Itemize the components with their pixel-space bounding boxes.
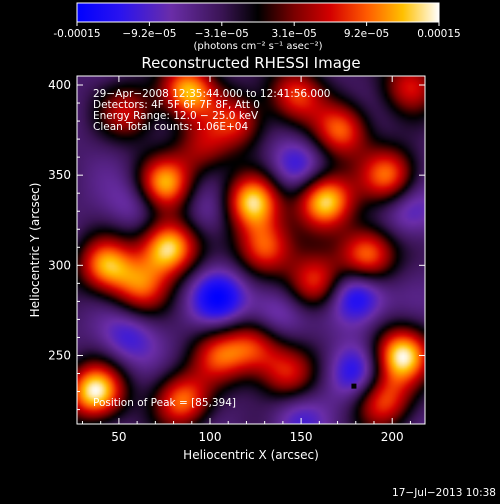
colorbar-ticks: -0.00015 −9.2e−05 −3.1e−05 3.1e−05 9.2e−05 0.… bbox=[53, 22, 461, 40]
plot-frame bbox=[76, 75, 426, 425]
y-tick-label: 250 bbox=[48, 348, 71, 362]
colorbar-tick-label: -0.00015 bbox=[53, 28, 100, 40]
x-axis-ticks: 50 100 150 200 bbox=[81, 76, 411, 444]
colorbar-tick-label: 0.00015 bbox=[417, 28, 460, 40]
chart-title: Reconstructed RHESSI Image bbox=[141, 54, 360, 72]
colorbar: -0.00015 −9.2e−05 −3.1e−05 3.1e−05 9.2e−05 0.… bbox=[53, 2, 461, 52]
annotation-detectors: Detectors: 4F 5F 6F 7F 8F, Att 0 bbox=[93, 99, 260, 111]
observation-annotations: 29−Apr−2008 12:35:44.000 to 12:41:56.000… bbox=[93, 88, 330, 133]
colorbar-tick-label: −3.1e−05 bbox=[195, 28, 249, 40]
heatmap-raster bbox=[77, 76, 425, 424]
colorbar-tick-label: −9.2e−05 bbox=[122, 28, 176, 40]
x-tick-label: 200 bbox=[381, 430, 404, 444]
x-tick-label: 50 bbox=[111, 430, 126, 444]
x-tick-label: 100 bbox=[199, 430, 222, 444]
annotation-energy-range: Energy Range: 12.0 − 25.0 keV bbox=[93, 110, 259, 122]
annotation-time-range: 29−Apr−2008 12:35:44.000 to 12:41:56.000 bbox=[93, 88, 330, 100]
y-axis-label: Heliocentric Y (arcsec) bbox=[28, 183, 42, 318]
colorbar-unit-label: (photons cm⁻² s⁻¹ asec⁻²) bbox=[193, 41, 322, 52]
peak-marker bbox=[351, 383, 357, 389]
colorbar-gradient bbox=[76, 2, 440, 23]
annotation-clean-counts: Clean Total counts: 1.06E+04 bbox=[93, 121, 248, 133]
x-tick-label: 150 bbox=[290, 430, 313, 444]
y-tick-label: 350 bbox=[48, 168, 71, 182]
colorbar-tick-label: 3.1e−05 bbox=[272, 28, 317, 40]
y-tick-label: 400 bbox=[48, 78, 71, 92]
generation-timestamp: 17−Jul−2013 10:38 bbox=[392, 487, 496, 499]
y-axis-ticks: 250 300 350 400 bbox=[48, 78, 425, 411]
peak-position-label: Position of Peak = [85,394] bbox=[93, 397, 236, 409]
colorbar-tick-label: 9.2e−05 bbox=[344, 28, 389, 40]
x-axis-label: Heliocentric X (arcsec) bbox=[183, 448, 319, 462]
y-tick-label: 300 bbox=[48, 258, 71, 272]
heatmap-image bbox=[77, 76, 425, 424]
